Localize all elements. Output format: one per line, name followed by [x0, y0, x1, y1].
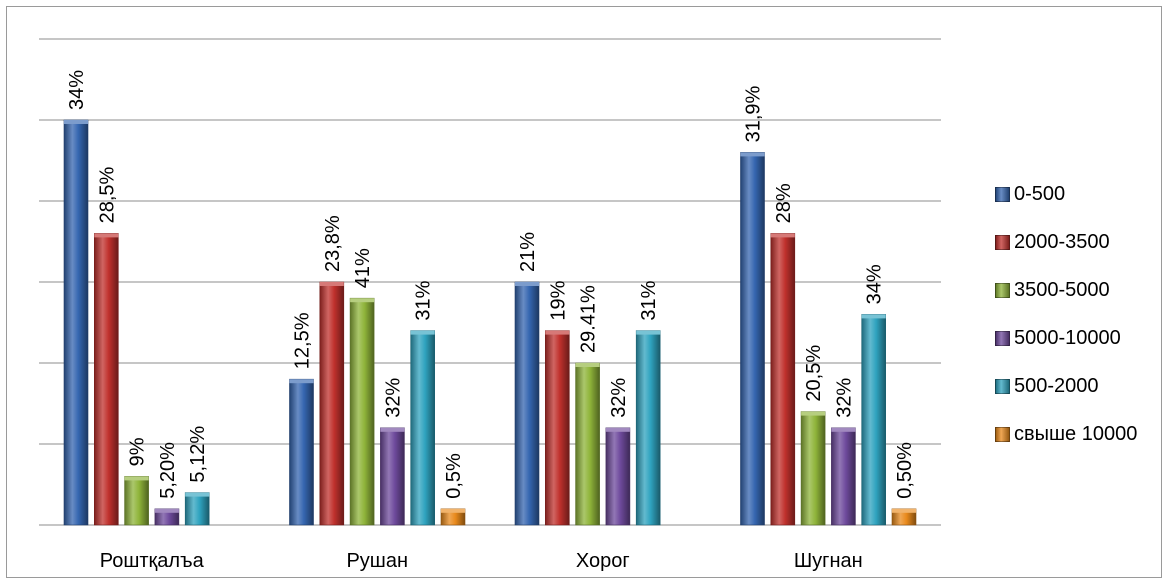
- bar: [289, 378, 314, 526]
- data-label: 32%: [608, 378, 630, 418]
- legend-item: 0-500: [995, 170, 1137, 218]
- legend-item: 500-2000: [995, 362, 1137, 410]
- bar-top: [892, 508, 916, 513]
- data-label: 5,20%: [157, 442, 179, 499]
- legend-item: свыше 10000: [995, 410, 1137, 458]
- bar: [544, 330, 570, 526]
- legend-label: 3500-5000: [1014, 278, 1110, 301]
- bar-top: [441, 508, 465, 513]
- data-label: 34%: [864, 264, 886, 304]
- bar-top: [636, 330, 661, 335]
- bar: [605, 427, 631, 526]
- bar-top: [289, 379, 314, 384]
- bar-top: [770, 233, 795, 238]
- category-label: Хорог: [576, 550, 630, 572]
- data-label: 19%: [547, 280, 569, 320]
- bar: [184, 492, 210, 526]
- data-label: 32%: [833, 378, 855, 418]
- bar-top: [124, 476, 149, 481]
- bar-top: [861, 314, 886, 319]
- data-label: 21%: [517, 232, 539, 272]
- data-label: 12,5%: [292, 312, 314, 369]
- bar: [861, 314, 887, 526]
- legend-swatch: [995, 426, 1010, 442]
- data-label: 20,5%: [803, 345, 825, 402]
- bar: [635, 330, 661, 526]
- bar-top: [575, 363, 600, 367]
- data-label: 0,5%: [443, 453, 465, 499]
- bar: [575, 362, 600, 526]
- category-label: Роштқалъа: [100, 550, 205, 572]
- legend-label: 500-2000: [1014, 374, 1099, 397]
- data-label: 9%: [127, 437, 149, 466]
- bar-top: [831, 427, 856, 432]
- bar: [770, 233, 796, 526]
- data-label: 28%: [773, 183, 795, 223]
- bar: [94, 233, 119, 526]
- data-label: 28,5%: [96, 166, 118, 223]
- data-label: 32%: [382, 378, 404, 418]
- category-labels: Роштқалъа Рушан Хорог Шугнан: [100, 550, 863, 572]
- bar-top: [319, 282, 344, 286]
- bar-top: [350, 298, 375, 303]
- legend-item: 3500-5000: [995, 266, 1137, 314]
- bar: [124, 476, 149, 526]
- bar-top: [515, 282, 539, 286]
- chart-frame: 34% 28,5% 9% 5,20% 5,12% 12,5% 23,8% 41% 32% 31% 0…: [6, 6, 1162, 578]
- bar: [514, 281, 540, 526]
- legend: 0-500 2000-3500 3500-5000 5000-10000 500-200…: [995, 170, 1137, 458]
- legend-swatch: [995, 330, 1010, 346]
- legend-label: свыше 10000: [1014, 422, 1138, 445]
- bar-top: [605, 427, 630, 432]
- bar-top: [64, 120, 88, 124]
- bar: [410, 330, 436, 526]
- legend-swatch: [995, 186, 1010, 202]
- data-label: 5,12%: [187, 426, 209, 483]
- legend-label: 0-500: [1014, 182, 1066, 205]
- category-label: Шугнан: [794, 550, 863, 572]
- data-label: 23,8%: [322, 215, 344, 272]
- gridlines: [39, 38, 941, 526]
- bar-chart: 34% 28,5% 9% 5,20% 5,12% 12,5% 23,8% 41% 32% 31% 0…: [39, 38, 941, 572]
- bar-top: [94, 233, 119, 238]
- bar-top: [545, 330, 570, 335]
- bar-top: [185, 492, 210, 497]
- bar-top: [154, 508, 179, 513]
- bar-top: [801, 411, 826, 416]
- bar: [349, 297, 375, 526]
- bar: [831, 427, 856, 526]
- bar-top: [410, 330, 435, 335]
- data-label: 0,50%: [894, 442, 916, 499]
- bar: [380, 427, 405, 526]
- legend-swatch: [995, 234, 1010, 250]
- data-label: 29.41%: [578, 285, 600, 353]
- data-label: 31%: [413, 280, 435, 320]
- bar-top: [380, 427, 405, 432]
- bar: [800, 411, 826, 526]
- category-label: Рушан: [346, 550, 408, 572]
- bar: [319, 281, 345, 526]
- bar-top: [740, 152, 765, 157]
- data-label: 41%: [352, 248, 374, 288]
- legend-label: 5000-10000: [1014, 326, 1121, 349]
- bars: [63, 119, 917, 526]
- bar: [63, 119, 89, 526]
- data-labels: 34% 28,5% 9% 5,20% 5,12% 12,5% 23,8% 41% 32% 31% 0…: [66, 70, 916, 499]
- legend-label: 2000-3500: [1014, 230, 1110, 253]
- legend-swatch: [995, 378, 1010, 394]
- data-label: 31,9%: [743, 85, 765, 142]
- bar: [740, 152, 765, 526]
- data-label: 31%: [638, 280, 660, 320]
- legend-swatch: [995, 282, 1010, 298]
- data-label: 34%: [66, 70, 88, 110]
- legend-item: 2000-3500: [995, 218, 1137, 266]
- legend-item: 5000-10000: [995, 314, 1137, 362]
